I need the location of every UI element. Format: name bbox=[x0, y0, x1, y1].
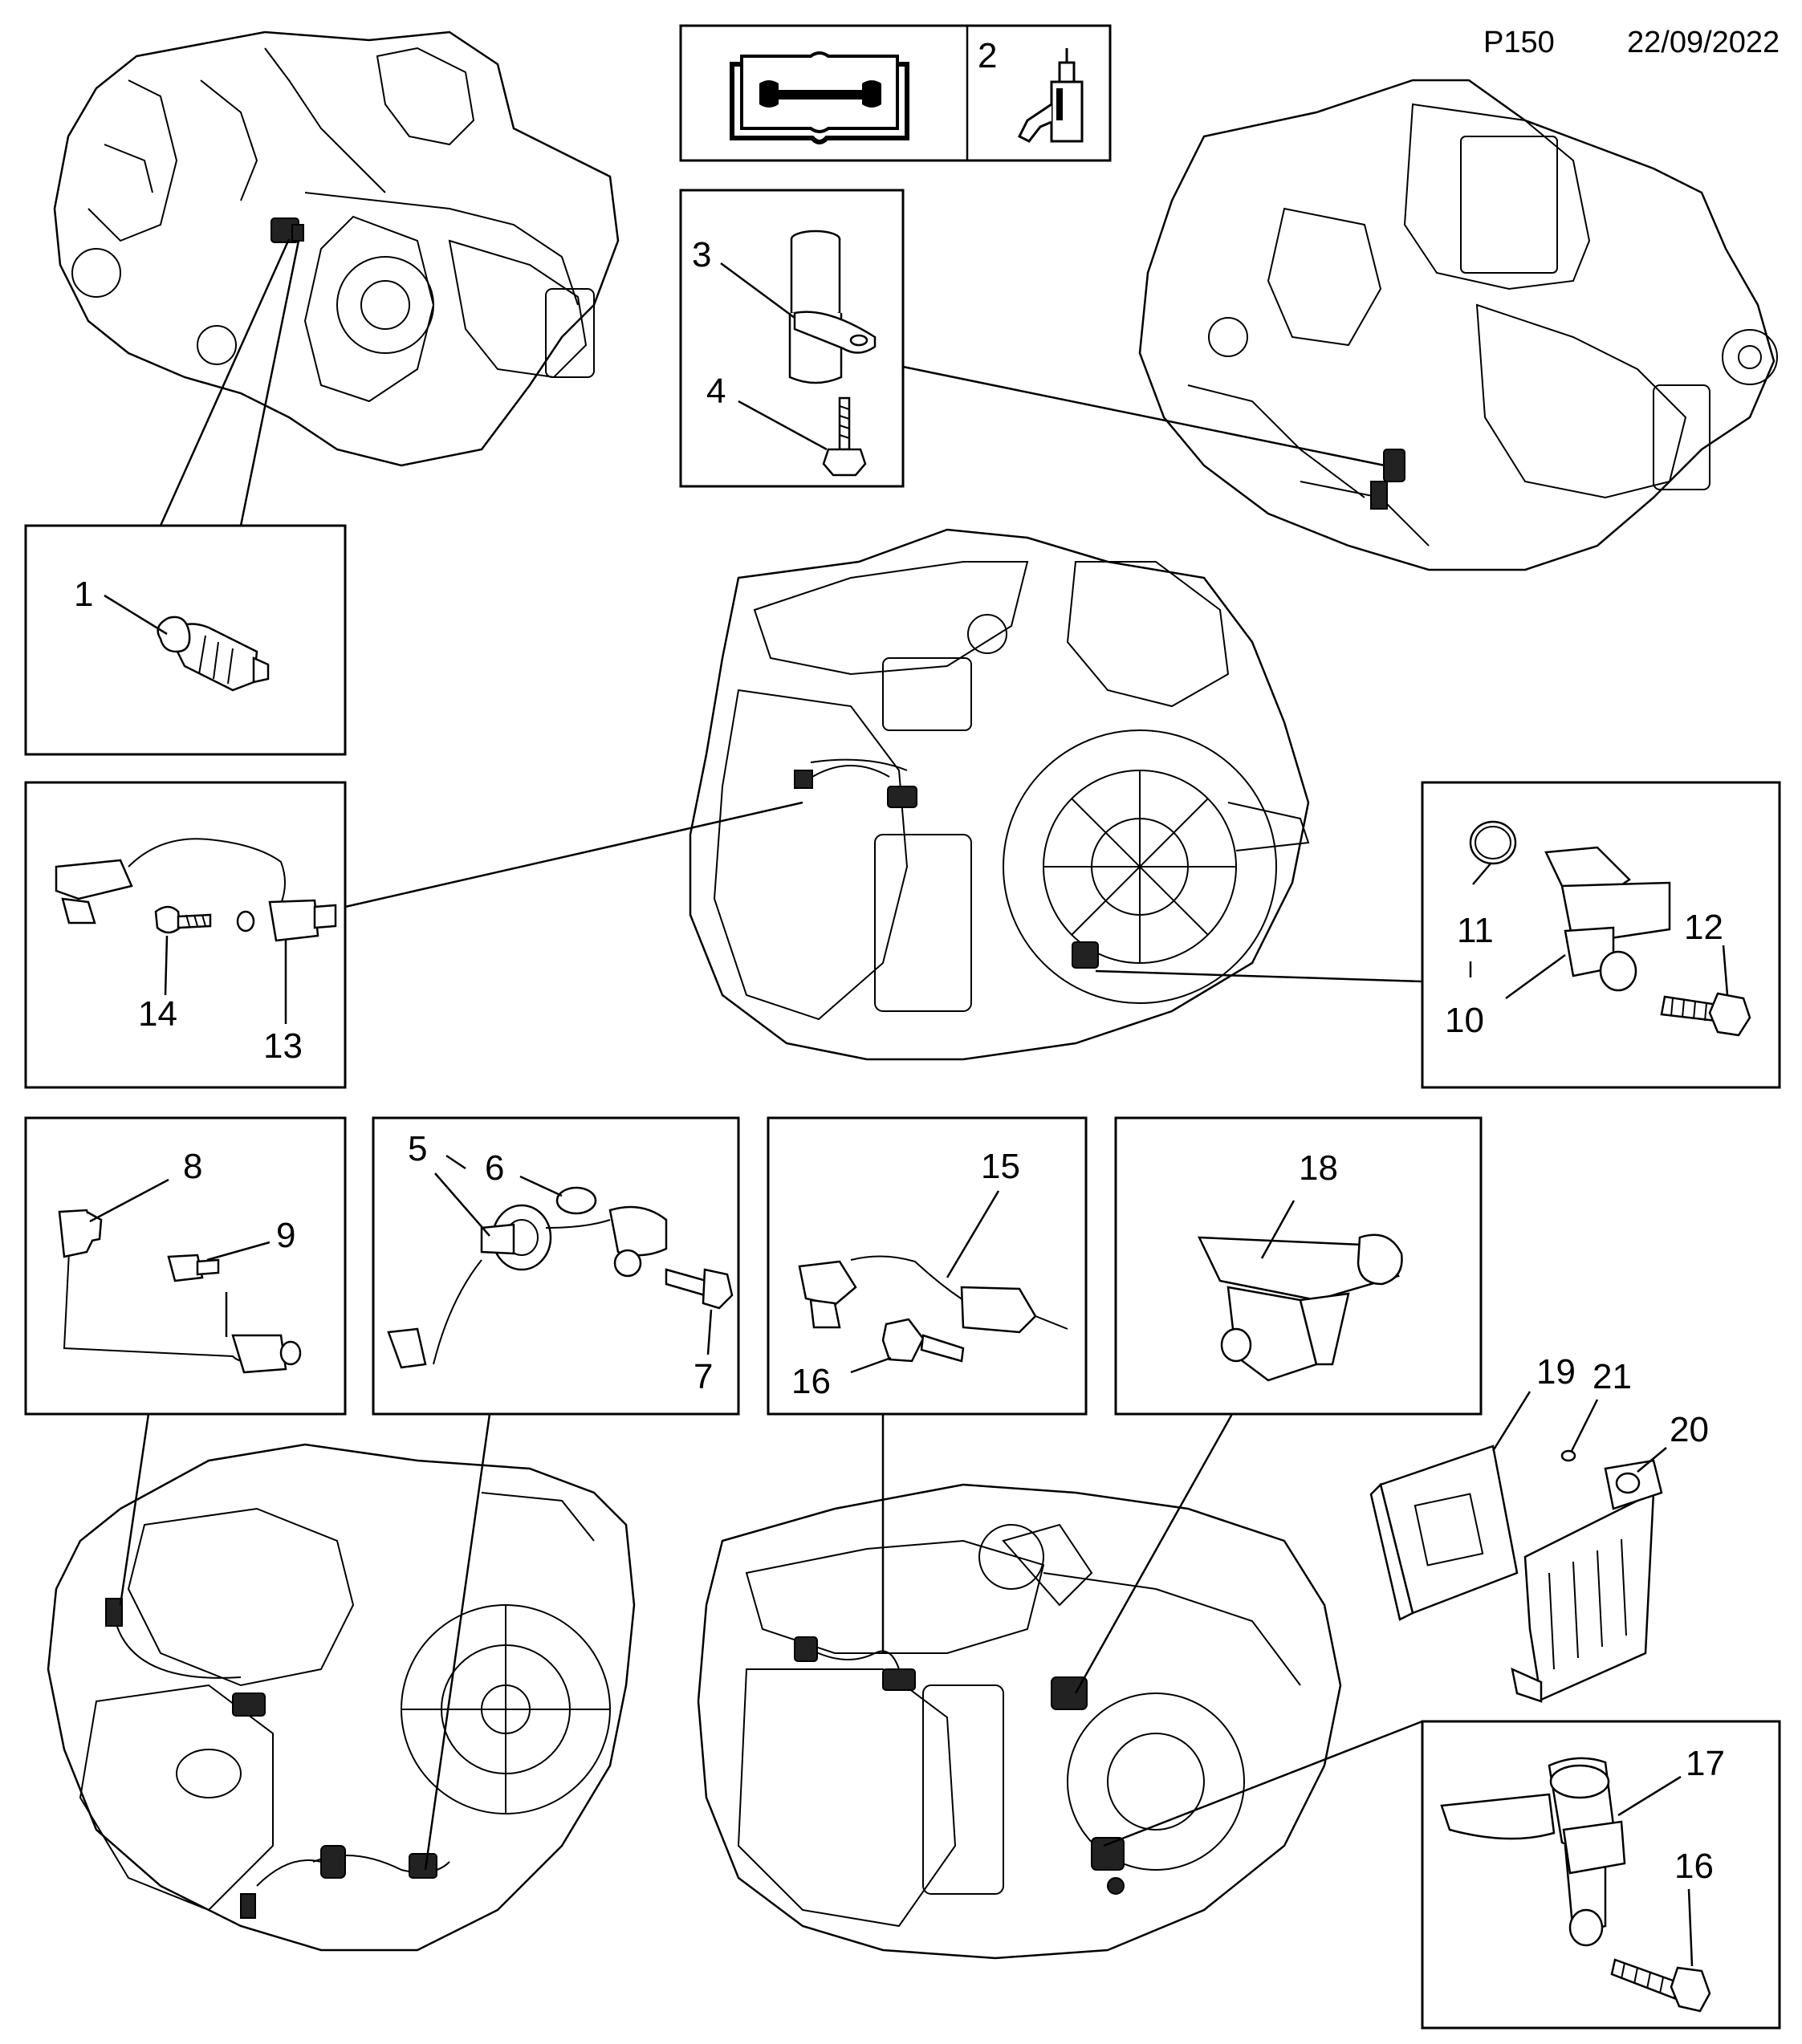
callout-20: 20 bbox=[1670, 1410, 1709, 1449]
detail-box-5-7: 5 6 7 bbox=[372, 1116, 740, 1871]
transmission-view-center bbox=[689, 528, 1310, 1061]
transmission-view-bottom-right bbox=[697, 1483, 1342, 1960]
detail-box-13-14: 14 13 bbox=[24, 781, 803, 1089]
transmission-view-top-right bbox=[1138, 79, 1778, 571]
sensor-harness-part bbox=[387, 1204, 668, 1369]
callout-5: 5 bbox=[408, 1129, 427, 1168]
service-manual-book-icon bbox=[730, 51, 909, 144]
callout-4: 4 bbox=[706, 372, 726, 411]
bolt-part bbox=[154, 905, 255, 934]
bolt-part bbox=[665, 1268, 734, 1310]
detail-box-1: 1 bbox=[24, 238, 347, 756]
speed-sensor-part bbox=[788, 230, 877, 384]
sensor-harness-part bbox=[798, 1255, 1068, 1334]
o-ring-part bbox=[1469, 820, 1517, 865]
position-sensor-bracket-part bbox=[1197, 1233, 1403, 1382]
callout-18: 18 bbox=[1299, 1148, 1338, 1188]
callout-7: 7 bbox=[694, 1357, 713, 1396]
bolt-part bbox=[881, 1318, 965, 1363]
service-note-box: 2 bbox=[679, 24, 1112, 162]
page-code: P150 bbox=[1483, 26, 1555, 59]
position-sensor-part bbox=[1544, 846, 1671, 992]
callout-15: 15 bbox=[981, 1147, 1020, 1186]
detail-box-8-9: 8 9 bbox=[24, 1116, 347, 1606]
service-note-number: 2 bbox=[978, 36, 997, 75]
module-bracket-part bbox=[1511, 1459, 1663, 1703]
callout-21: 21 bbox=[1593, 1357, 1632, 1396]
callout-8: 8 bbox=[183, 1147, 202, 1186]
bolt-part bbox=[1610, 1958, 1711, 2013]
callout-16-upper: 16 bbox=[791, 1362, 831, 1401]
bolt-part bbox=[167, 1254, 220, 1282]
o-ring-part bbox=[555, 1186, 597, 1215]
detail-box-16-17: 17 16 bbox=[1103, 1720, 1781, 2030]
detail-box-15-16: 15 16 bbox=[767, 1116, 1088, 1653]
sensor-harness-part bbox=[55, 838, 337, 942]
transmission-view-bottom-left bbox=[47, 1443, 636, 1952]
bolt-part bbox=[822, 396, 867, 477]
callout-10: 10 bbox=[1445, 1001, 1484, 1040]
screw-part bbox=[1560, 1449, 1576, 1462]
print-date: 22/09/2022 bbox=[1627, 26, 1780, 59]
callout-9: 9 bbox=[276, 1216, 295, 1255]
callout-6: 6 bbox=[485, 1148, 504, 1188]
detail-box-10-12: 11 10 12 bbox=[1095, 781, 1781, 1089]
callout-14: 14 bbox=[138, 994, 177, 1034]
control-unit-part bbox=[1369, 1445, 1519, 1621]
detail-box-3-4: 3 4 bbox=[679, 189, 1385, 488]
callout-1: 1 bbox=[74, 575, 93, 614]
callout-13: 13 bbox=[263, 1026, 303, 1066]
transmission-view-top-left bbox=[53, 30, 620, 467]
callout-16-lower: 16 bbox=[1674, 1847, 1714, 1886]
callout-19: 19 bbox=[1536, 1352, 1576, 1392]
control-module-group: 19 21 20 bbox=[1369, 1352, 1709, 1703]
callout-12: 12 bbox=[1684, 908, 1723, 947]
callout-17: 17 bbox=[1686, 1744, 1725, 1783]
oil-bottle-icon bbox=[1017, 48, 1084, 143]
callout-3: 3 bbox=[692, 235, 711, 274]
detail-box-18: 18 bbox=[1074, 1116, 1483, 1694]
callout-11: 11 bbox=[1457, 911, 1494, 950]
bolt-part bbox=[1660, 992, 1751, 1037]
sensor-harness-part bbox=[58, 1209, 302, 1374]
speed-sensor-part bbox=[1440, 1757, 1626, 1947]
pressure-switch-part bbox=[157, 616, 270, 692]
